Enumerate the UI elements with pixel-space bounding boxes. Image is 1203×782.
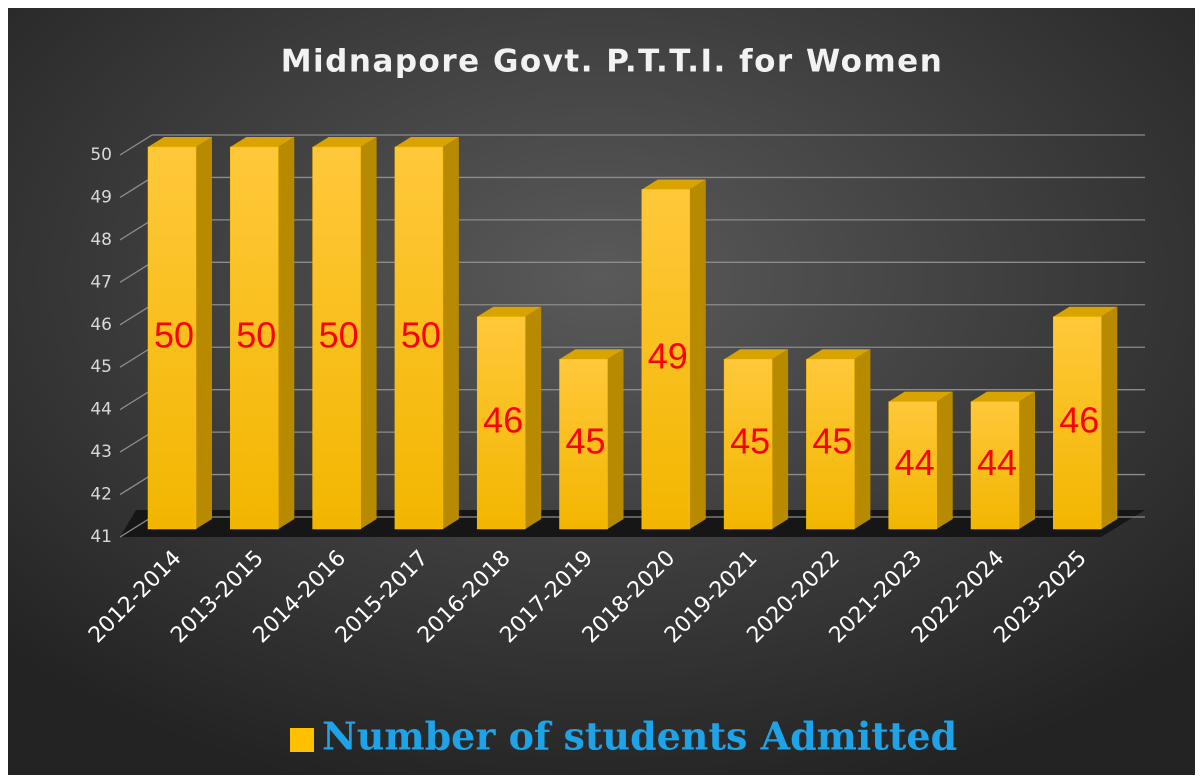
bar-top — [148, 137, 212, 147]
bar-top — [641, 179, 706, 190]
y-tick-label: 46 — [90, 315, 112, 335]
data-label: 49 — [648, 336, 688, 377]
bar — [888, 401, 937, 530]
bar — [970, 401, 1020, 530]
bar-side — [854, 349, 871, 529]
bar-side — [936, 391, 953, 529]
bar — [559, 358, 608, 530]
bar-top — [230, 137, 295, 147]
y-tick-label: 47 — [90, 272, 112, 292]
y-tick-label: 44 — [90, 400, 112, 420]
bar-side — [360, 137, 377, 529]
y-tick-label: 42 — [90, 485, 112, 505]
bar-side — [525, 306, 542, 529]
bar-side — [607, 349, 624, 529]
data-label: 44 — [895, 442, 935, 483]
bar — [641, 189, 691, 530]
data-label: 50 — [236, 315, 276, 356]
bar — [147, 146, 197, 530]
data-label: 46 — [1059, 399, 1099, 440]
bar — [476, 316, 526, 530]
bar-side — [442, 137, 459, 529]
bar — [230, 146, 279, 530]
bar-side — [196, 137, 212, 529]
y-tick-label: 48 — [90, 230, 112, 250]
y-tick-label: 49 — [90, 187, 112, 207]
data-label: 44 — [977, 442, 1017, 483]
y-tick-label: 50 — [90, 145, 112, 165]
bar-top — [394, 137, 459, 147]
bar-side — [1019, 391, 1035, 529]
bar-top — [559, 349, 624, 360]
bar — [312, 146, 361, 530]
data-label: 45 — [565, 421, 605, 462]
y-tick-label: 43 — [90, 442, 112, 462]
data-label: 45 — [730, 421, 770, 462]
bar — [1053, 316, 1102, 530]
bar — [394, 146, 444, 530]
bar-top — [1053, 306, 1118, 317]
bar-top — [724, 349, 789, 360]
bar-top — [806, 349, 871, 360]
data-label: 45 — [812, 421, 852, 462]
chart-title: Midnapore Govt. P.T.T.I. for Women — [281, 44, 944, 80]
bar-side — [1101, 306, 1118, 529]
bar-side — [689, 179, 706, 529]
y-tick-label: 41 — [90, 527, 112, 547]
bar — [723, 358, 773, 530]
bar-top — [971, 391, 1035, 402]
legend-swatch — [290, 728, 314, 752]
data-label: 50 — [401, 315, 441, 356]
y-tick-label: 45 — [90, 357, 112, 377]
bar-top — [477, 306, 542, 317]
bar-top — [888, 391, 953, 402]
bar — [806, 358, 855, 530]
data-label: 46 — [483, 399, 523, 440]
grid-line — [119, 134, 1145, 156]
data-label: 50 — [154, 315, 194, 356]
data-label: 50 — [319, 315, 359, 356]
bar-side — [772, 349, 789, 529]
bar-top — [312, 137, 377, 147]
legend-label: Number of students Admitted — [322, 714, 957, 759]
bar-side — [278, 137, 295, 529]
